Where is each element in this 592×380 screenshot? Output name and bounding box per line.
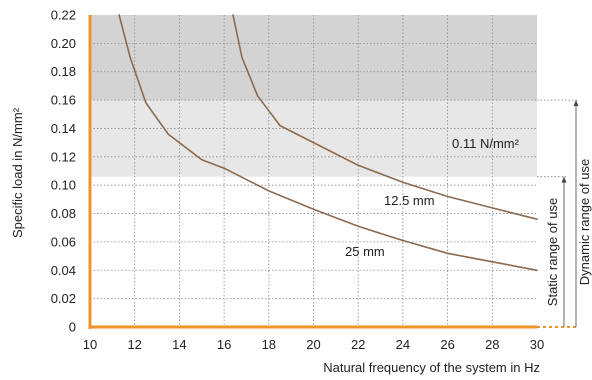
y-tick-0: 0: [69, 320, 76, 335]
y-tick-0.16: 0.16: [51, 93, 76, 108]
series-label-25mm: 25 mm: [345, 244, 385, 259]
x-tick-20: 20: [306, 337, 320, 352]
y-tick-0.18: 0.18: [51, 64, 76, 79]
series-label-12-5mm: 12.5 mm: [384, 193, 435, 208]
x-tick-10: 10: [83, 337, 97, 352]
x-tick-22: 22: [351, 337, 365, 352]
series-lines: [118, 14, 538, 272]
dynamic-range-arrowhead: [573, 100, 579, 107]
y-tick-0.06: 0.06: [51, 234, 76, 249]
static-range-arrowhead: [561, 176, 567, 183]
y-tick-0.20: 0.20: [51, 36, 76, 51]
grid: [90, 15, 537, 327]
y-tick-0.12: 0.12: [51, 149, 76, 164]
x-tick-30: 30: [530, 337, 544, 352]
dynamic-range-label: Dynamic range of use: [577, 159, 592, 285]
y-tick-0.04: 0.04: [51, 263, 76, 278]
x-tick-14: 14: [172, 337, 186, 352]
x-tick-12: 12: [127, 337, 141, 352]
static-range-label: Static range of use: [545, 198, 560, 306]
x-tick-28: 28: [485, 337, 499, 352]
y-tick-0.10: 0.10: [51, 178, 76, 193]
y-tick-0.14: 0.14: [51, 121, 76, 136]
x-tick-26: 26: [440, 337, 454, 352]
series-line-0: [232, 14, 538, 220]
annotations: [537, 99, 579, 327]
x-tick-24: 24: [396, 337, 410, 352]
y-tick-0.22: 0.22: [51, 8, 76, 23]
y-axis-title: Specific load in N/mm²: [10, 107, 25, 238]
threshold-label: 0.11 N/mm²: [452, 136, 520, 151]
y-tick-0.08: 0.08: [51, 206, 76, 221]
x-tick-18: 18: [262, 337, 276, 352]
x-tick-16: 16: [217, 337, 231, 352]
series-line-1: [118, 14, 538, 272]
y-tick-0.02: 0.02: [51, 291, 76, 306]
tick-labels: 10 12 14 16 18 20 22 24 26 28 30 0 0.02 0.04 0.06 0.08 0…: [51, 8, 545, 353]
x-axis-title: Natural frequency of the system in Hz: [323, 360, 540, 375]
axes: [88, 15, 576, 329]
